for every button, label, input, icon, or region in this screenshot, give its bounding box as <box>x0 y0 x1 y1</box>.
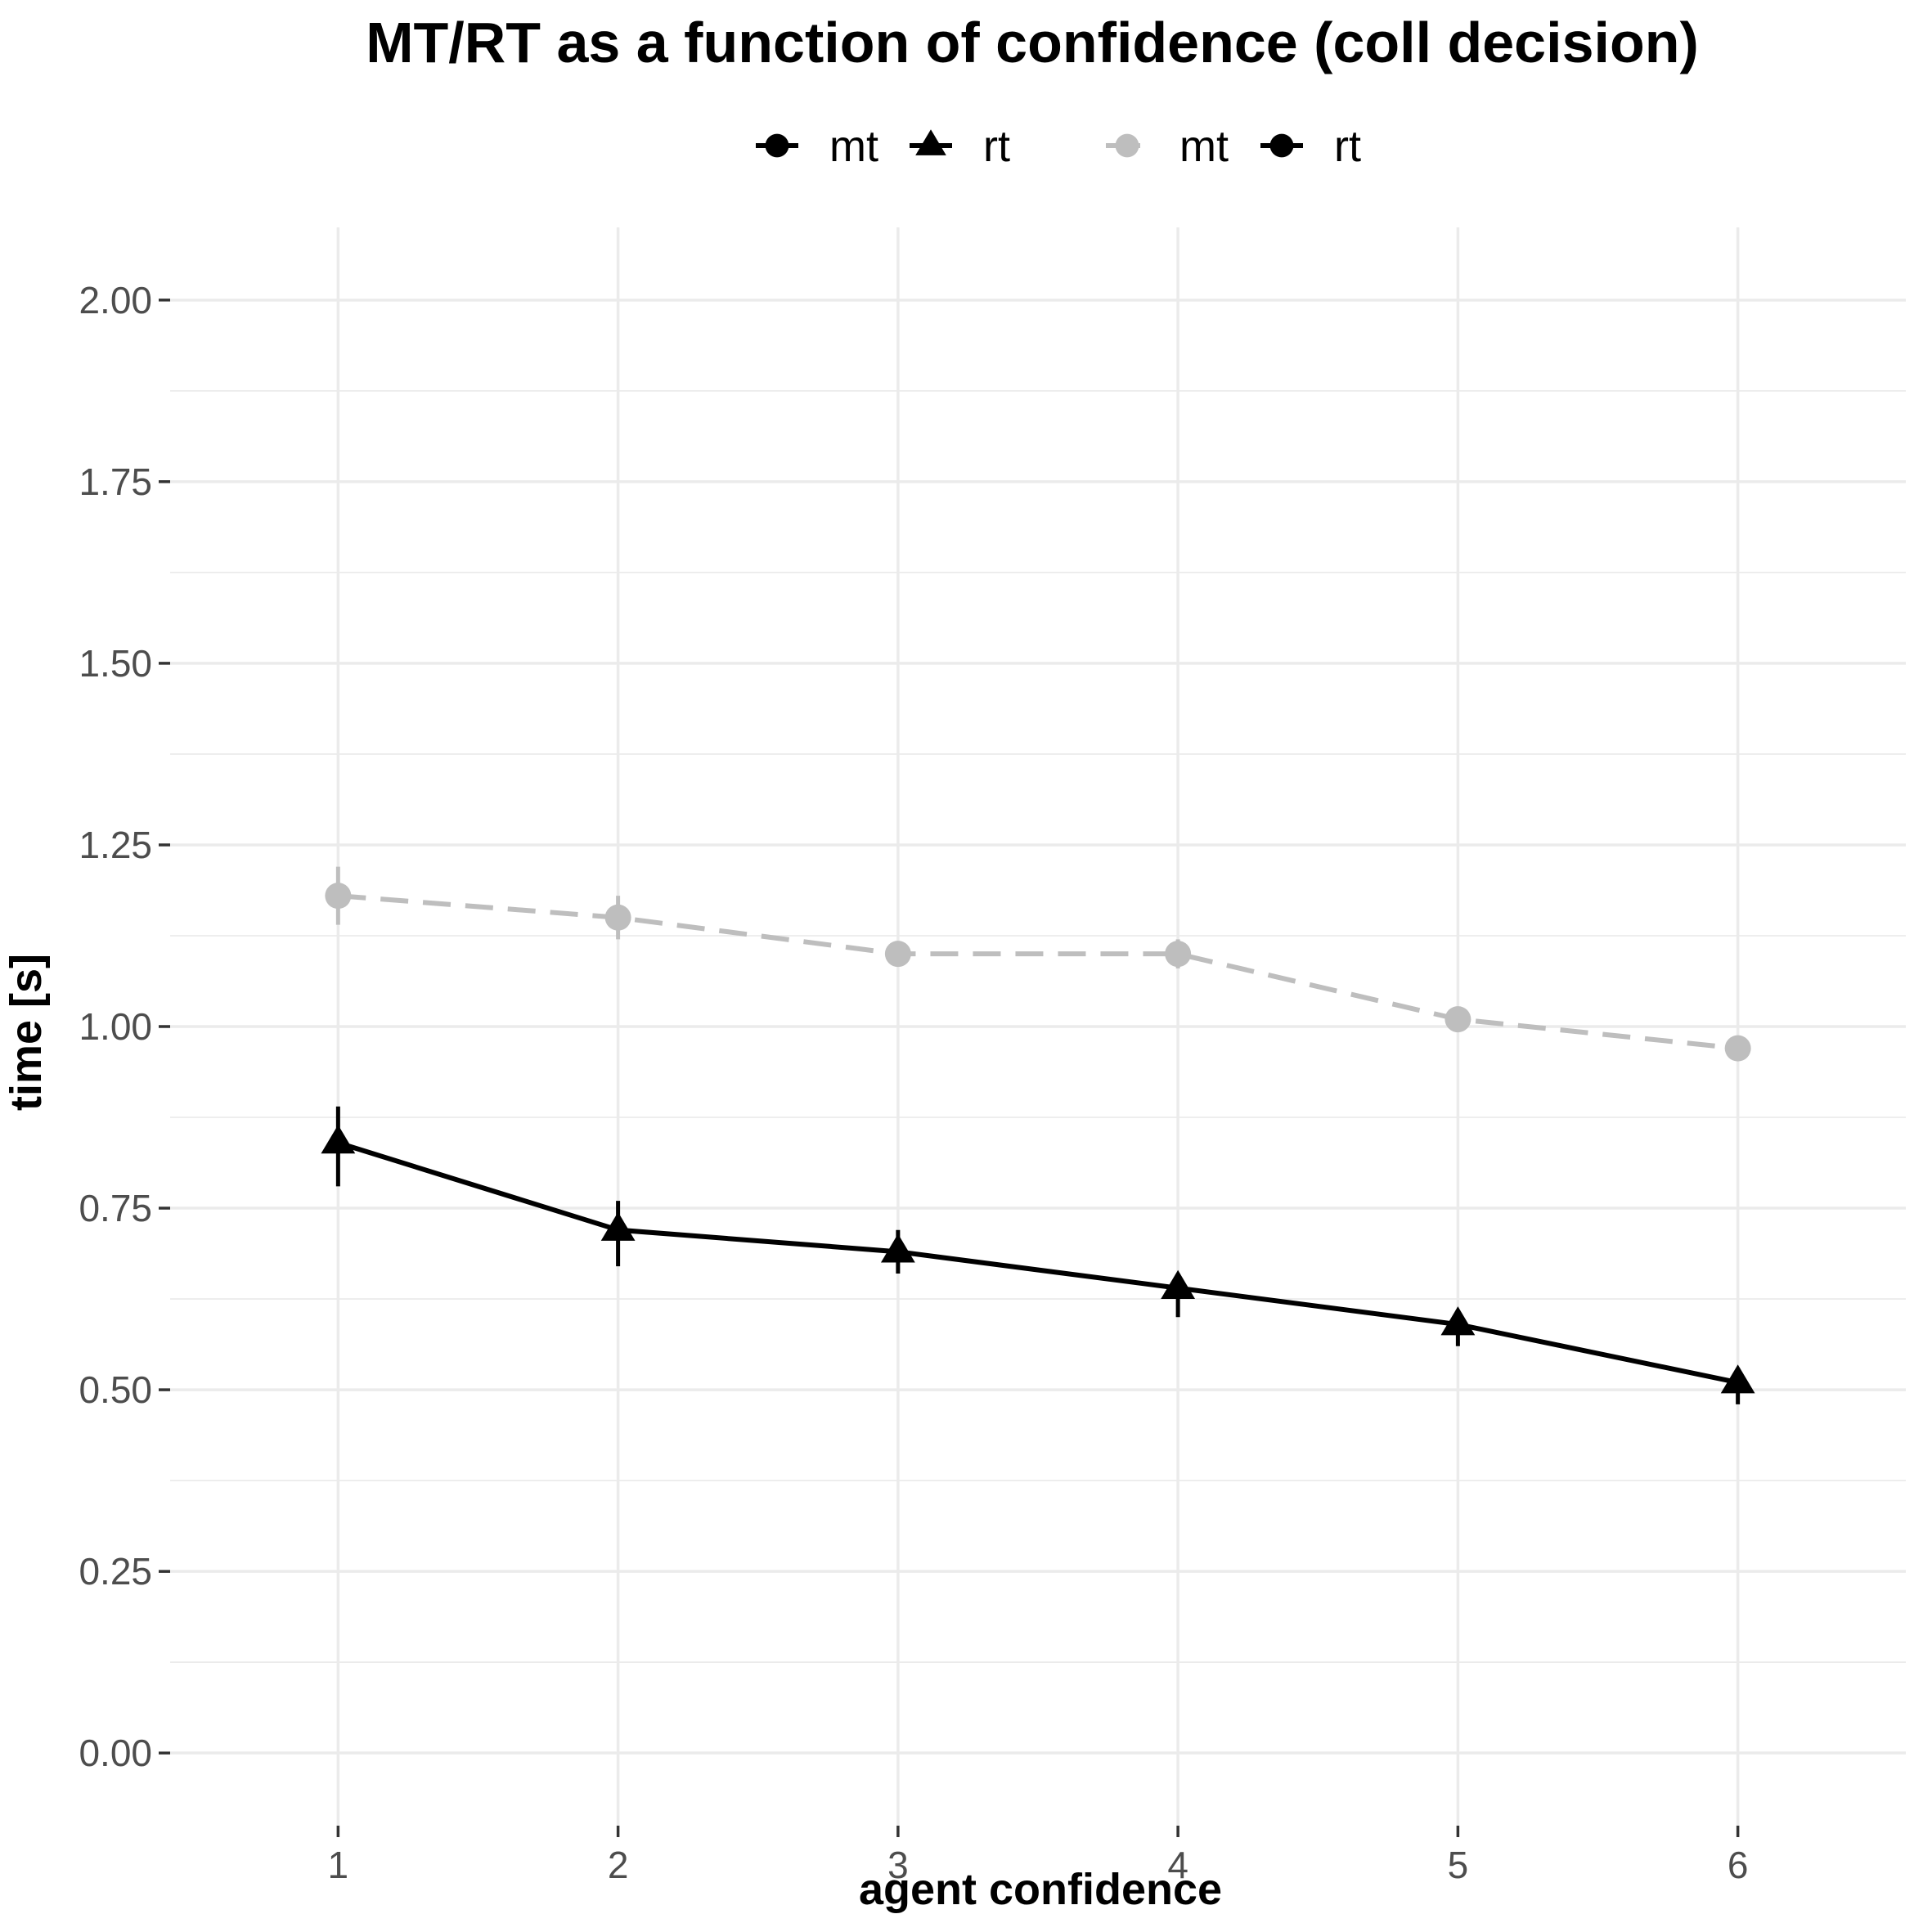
y-tick-label: 1.50 <box>79 642 152 685</box>
x-tick-label: 2 <box>608 1844 629 1886</box>
data-point <box>604 904 631 931</box>
series-line <box>338 893 1738 1051</box>
legend-key-marker <box>765 133 789 158</box>
series-0 <box>325 866 1751 1062</box>
x-tick-label: 1 <box>328 1844 349 1886</box>
y-tick-label: 1.75 <box>79 461 152 503</box>
legend-item: rt <box>1260 122 1361 171</box>
y-tick-label: 1.00 <box>79 1005 152 1048</box>
data-point <box>1445 1006 1471 1033</box>
data-point <box>1161 1269 1196 1299</box>
x-tick-label: 4 <box>1167 1844 1188 1886</box>
legend-label: mt <box>829 122 878 171</box>
x-tick-label: 5 <box>1448 1844 1469 1886</box>
y-tick-label: 2.00 <box>79 279 152 321</box>
x-tick-label: 3 <box>887 1844 909 1886</box>
legend-item: rt <box>910 122 1010 171</box>
legend-label: rt <box>983 122 1010 171</box>
chart-title: MT/RT as a function of confidence (coll … <box>366 11 1699 74</box>
y-tick-label: 0.50 <box>79 1368 152 1411</box>
legend-key-marker <box>1269 133 1294 158</box>
data-point <box>321 1125 356 1154</box>
legend-item: mt <box>1106 122 1229 171</box>
axes: 0.00 0.25 0.50 0.75 1.00 1.25 1.50 1.75 2.00 1 2 3 4… <box>79 279 1748 1886</box>
data-point <box>880 1233 915 1263</box>
series-line <box>337 1140 1739 1386</box>
x-axis-title: agent confidence <box>859 1865 1222 1914</box>
data-point <box>1724 1035 1751 1062</box>
data-point <box>1720 1364 1755 1394</box>
legend: mt rt mt rt <box>756 122 1361 171</box>
series-layer <box>321 866 1755 1404</box>
data-point <box>1165 941 1192 968</box>
series-1 <box>321 1106 1755 1404</box>
y-tick-label: 1.25 <box>79 824 152 866</box>
grid <box>170 227 1906 1826</box>
data-point <box>1440 1306 1476 1336</box>
legend-label: rt <box>1334 122 1361 171</box>
data-point <box>325 883 352 910</box>
data-point <box>884 941 911 968</box>
data-point <box>600 1211 636 1241</box>
y-tick-label: 0.75 <box>79 1187 152 1229</box>
y-tick-label: 0.25 <box>79 1550 152 1593</box>
y-tick-label: 0.00 <box>79 1732 152 1774</box>
y-axis-title: time [s] <box>2 954 51 1111</box>
legend-key-marker <box>915 129 946 155</box>
x-tick-label: 6 <box>1728 1844 1749 1886</box>
legend-key-marker <box>1115 133 1139 158</box>
legend-item: mt <box>756 122 878 171</box>
legend-label: mt <box>1179 122 1229 171</box>
